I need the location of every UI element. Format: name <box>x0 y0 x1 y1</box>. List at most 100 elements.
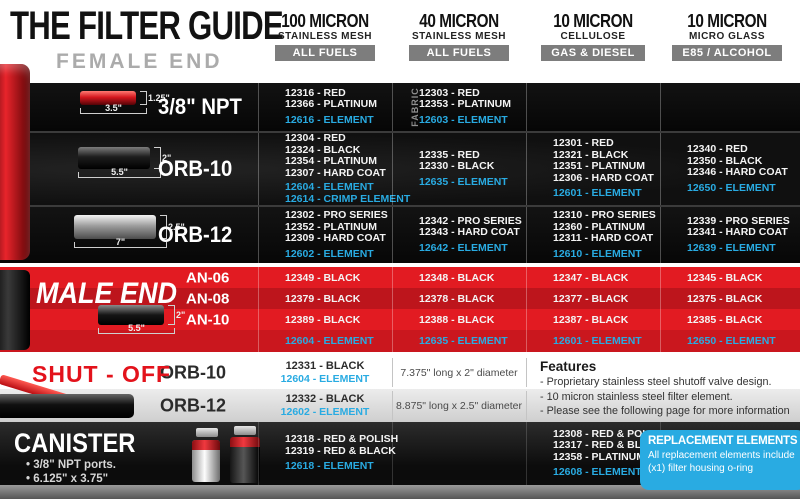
dimension-height: 2" <box>168 305 185 325</box>
row-cells: 12379 - BLACK 12378 - BLACK 12377 - BLAC… <box>258 288 800 309</box>
element-number: 12604 - ELEMENT <box>285 181 374 194</box>
parts-cell: 12345 - BLACK <box>660 267 794 288</box>
page-title: THE FILTER GUIDE <box>10 4 284 48</box>
part-number: 12389 - BLACK <box>285 313 361 326</box>
dimension-length: 7" <box>74 237 167 249</box>
dimensions-text: 8.875" long x 2.5" diameter <box>396 399 522 412</box>
valve-body-image <box>0 394 134 418</box>
fuel-badge: GAS & DIESEL <box>541 45 645 61</box>
element-number: 12635 - ELEMENT <box>419 175 508 188</box>
dimension-height: 2.5" <box>160 215 185 240</box>
shutoff-section: SHUT - OFF ORB-10 12331 - BLACK 12604 - … <box>0 356 800 422</box>
element-number: 12616 - ELEMENT <box>285 113 374 126</box>
dimension-length: 3.5" <box>80 103 147 114</box>
an-size-label: AN-06 <box>186 269 230 286</box>
row-npt: 1.25" 3.5" 3/8" NPT 12316 - RED 12366 - P… <box>0 83 800 132</box>
media-label: MICRO GLASS <box>688 31 766 42</box>
row-label-area: 2" 5.5" ORB-10 <box>0 133 258 205</box>
dimension-length: 5.5" <box>98 323 175 334</box>
row-label-area: CANISTER • 3/8" NPT ports. • 6.125" x 3.… <box>0 422 260 485</box>
column-divider <box>526 391 527 420</box>
size-label: ORB-10 <box>160 362 227 382</box>
part-number: 12308 - RED & POLISH <box>553 427 667 440</box>
row-label-area: AN-08 <box>0 288 258 309</box>
parts-cell: 12349 - BLACK <box>258 267 392 288</box>
female-end-label: FEMALE END <box>56 50 223 73</box>
part-number: 12310 - PRO SERIES <box>553 209 656 222</box>
canister-bullet: • 6.125" x 3.75" <box>26 473 109 485</box>
parts-cell: 12348 - BLACK <box>392 267 526 288</box>
micron-label: 40 MICRON <box>419 11 499 31</box>
row-label-area: AN-06 <box>0 267 258 288</box>
canister-title: CANISTER <box>14 428 136 458</box>
parts-cell: 12377 - BLACK <box>526 288 660 309</box>
replacement-box-title: REPLACEMENT ELEMENTS <box>648 435 798 447</box>
an-size-label: AN-10 <box>186 311 230 328</box>
male-end-section: MALE END AN-06 12349 - BLACK 12348 - BLA… <box>0 267 800 352</box>
parts-cell: 12340 - RED 12350 - BLACK 12346 - HARD COA… <box>660 133 794 206</box>
row-cells: 12316 - RED 12366 - PLATINUM 12616 - ELEME… <box>258 83 800 132</box>
element-cell: 12650 - ELEMENT <box>660 330 794 352</box>
bracket-image <box>196 428 218 437</box>
fuel-badge: E85 / ALCOHOL <box>672 45 782 61</box>
parts-cell: 12388 - BLACK <box>392 309 526 330</box>
part-number: 12330 - BLACK <box>419 160 495 173</box>
element-number: 12601 - ELEMENT <box>553 335 642 347</box>
replacement-elements-box: REPLACEMENT ELEMENTS All replacement ele… <box>640 430 800 490</box>
part-number: 12366 - PLATINUM <box>285 98 377 111</box>
parts-cell: 12342 - PRO SERIES 12343 - HARD COAT 12642… <box>392 207 526 263</box>
part-number: 12349 - BLACK <box>285 271 361 284</box>
parts-cell: FABRIC 12303 - RED 12353 - PLATINUM 12603 -… <box>392 83 526 132</box>
parts-cell: 12335 - RED 12330 - BLACK 12635 - ELEMENT <box>392 133 526 206</box>
row-cells: 12304 - RED 12324 - BLACK 12354 - PLATINUM… <box>258 133 800 206</box>
shutoff-title: SHUT - OFF <box>32 361 172 387</box>
element-number: 12618 - ELEMENT <box>285 460 374 473</box>
fuel-badge: ALL FUELS <box>409 45 509 61</box>
fuel-badge: ALL FUELS <box>275 45 375 61</box>
part-number: 12350 - BLACK <box>687 154 763 167</box>
feature-item: - Proprietary stainless steel shutoff va… <box>540 376 772 388</box>
part-number: 12375 - BLACK <box>687 292 763 305</box>
part-number: 12342 - PRO SERIES <box>419 214 522 227</box>
part-number: 12316 - RED <box>285 86 346 99</box>
parts-cell: 12379 - BLACK <box>258 288 392 309</box>
black-filter-image <box>78 147 150 170</box>
canister-photos <box>186 426 266 484</box>
male-end-title: MALE END <box>36 277 178 310</box>
part-number: 12378 - BLACK <box>419 292 495 305</box>
part-number: 12306 - HARD COAT <box>553 171 654 184</box>
micron-label: 10 MICRON <box>553 11 633 31</box>
row-an-08: AN-08 12379 - BLACK 12378 - BLACK 12377 … <box>0 288 800 309</box>
part-number: 12335 - RED <box>419 148 480 161</box>
canister-bullet: • 3/8" NPT ports. <box>26 459 116 471</box>
red-filter-image <box>80 91 136 105</box>
an-size-label: AN-08 <box>186 290 230 307</box>
part-number: 12379 - BLACK <box>285 292 361 305</box>
part-number: 12388 - BLACK <box>419 313 495 326</box>
npt-filter-photo: 1.25" 3.5" <box>80 91 170 114</box>
part-number: 12348 - BLACK <box>419 271 495 284</box>
orb10-filter-photo: 2" 5.5" <box>78 147 171 179</box>
part-number: 12339 - PRO SERIES <box>687 214 790 227</box>
column-divider <box>392 391 393 420</box>
bottom-bar <box>0 485 800 499</box>
element-number: 12650 - ELEMENT <box>687 181 776 194</box>
part-number: 12321 - BLACK <box>553 148 629 161</box>
bracket-image <box>234 426 256 435</box>
parts-cell: 12332 - BLACK 12602 - ELEMENT <box>258 393 392 418</box>
element-number: 12602 - ELEMENT <box>285 247 374 260</box>
part-number: 12301 - RED <box>553 137 614 150</box>
size-label: ORB-12 <box>160 395 227 415</box>
dimension-height: 1.25" <box>140 91 170 105</box>
row-label-area: 2.5" 7" ORB-12 <box>0 207 258 263</box>
row-label: ORB-10 <box>158 156 233 182</box>
part-number: 12377 - BLACK <box>553 292 629 305</box>
dimensions-text: 7.375" long x 2" diameter <box>400 366 518 379</box>
micron-label: 100 MICRON <box>281 11 369 31</box>
parts-cell: 12375 - BLACK <box>660 288 794 309</box>
part-number: 12360 - PLATINUM <box>553 220 645 233</box>
part-number: 12319 - RED & BLACK <box>285 444 396 457</box>
part-number: 12353 - PLATINUM <box>419 98 511 111</box>
column-divider <box>526 358 527 387</box>
